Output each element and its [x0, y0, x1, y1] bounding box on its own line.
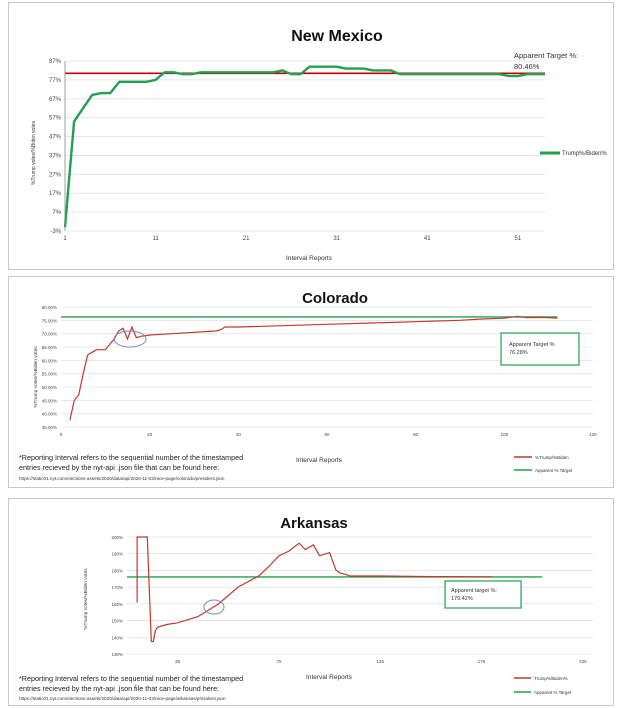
x-tick-label: 125: [377, 659, 385, 664]
x-tick-label: 20: [147, 432, 153, 437]
annotation-value: 80.46%: [514, 62, 540, 71]
y-tick-label: 17%: [49, 191, 62, 197]
x-tick-label: 80: [413, 432, 419, 437]
x-tick-label: 11: [152, 236, 159, 242]
y-tick-label: -3%: [50, 229, 61, 235]
x-tick-label: 0: [60, 432, 63, 437]
y-tick-label: 27%: [49, 172, 62, 178]
x-tick-label: 175: [478, 659, 486, 664]
y-tick-label: 65.00%: [42, 345, 57, 350]
annotation-value: 179.42%: [451, 596, 473, 602]
annotation-box: [445, 581, 521, 608]
x-tick-label: 31: [333, 236, 340, 242]
x-tick-labels: 0 20 40 60 80 100 120: [60, 432, 598, 437]
new-mexico-chart-panel: New Mexico -3% 7% 17% 27% 37% 47% 57% 67% 77% 87%…: [8, 2, 614, 270]
y-tick-label: 67%: [49, 97, 62, 103]
y-tick-labels: 35.00% 40.00% 45.00% 50.00% 55.00% 60.00% 65.0…: [42, 305, 57, 430]
colorado-chart-panel: Colorado 35.00% 40.00% 45.00% 50.00% 55.00% 6…: [8, 276, 614, 488]
annotation-text: Apparent Target %:: [514, 51, 578, 60]
y-tick-label: 130%: [111, 652, 123, 657]
y-tick-label: 70.00%: [42, 332, 57, 337]
annotation-text: Apparent target %:: [451, 588, 497, 594]
legend-label-target: Apparent % Target: [534, 690, 572, 695]
legend-label-trump: Trump%/Biden%: [534, 676, 568, 681]
y-tick-label: 200%: [111, 535, 123, 540]
x-tick-label: 25: [175, 659, 181, 664]
y-tick-label: 45.00%: [42, 398, 57, 403]
legend-label: Trump%/Biden%: [562, 151, 607, 157]
y-tick-label: 50.00%: [42, 385, 57, 390]
source-url: https://static01.nyt.com/elections-asset…: [19, 696, 226, 701]
x-tick-label: 60: [324, 432, 330, 437]
footnote: *Reporting Interval refers to the sequen…: [19, 674, 349, 693]
y-tick-label: 170%: [111, 585, 123, 590]
source-url: https://static01.nyt.com/elections-asset…: [19, 476, 224, 481]
x-tick-label: 120: [589, 432, 597, 437]
y-tick-label: 180%: [111, 568, 123, 573]
y-tick-labels: 130% 140% 150% 160% 170% 180% 190% 200%: [111, 535, 123, 657]
y-axis-label: %Trump votes/%Biden votes: [31, 120, 37, 185]
y-tick-label: 77%: [49, 78, 62, 84]
y-tick-label: 80.00%: [42, 305, 57, 310]
y-tick-label: 57%: [49, 116, 62, 122]
x-axis-label: Interval Reports: [286, 255, 333, 262]
y-tick-label: 47%: [49, 135, 62, 141]
series-line: [65, 67, 545, 228]
y-tick-label: 150%: [111, 619, 123, 624]
y-axis-label: %Trump votes/%Biden votes: [83, 568, 89, 630]
chart-title: Arkansas: [280, 515, 348, 532]
y-tick-label: 75.00%: [42, 318, 57, 323]
x-tick-label: 1: [63, 236, 67, 242]
grid: [127, 537, 593, 654]
y-tick-label: 40.00%: [42, 412, 57, 417]
x-tick-label: 225: [579, 659, 587, 664]
footnote: *Reporting Interval refers to the sequen…: [19, 453, 349, 472]
y-tick-label: 190%: [111, 552, 123, 557]
chart-title: Colorado: [302, 290, 368, 307]
x-tick-labels: 1 11 21 31 41 51: [63, 236, 521, 242]
chart-title: New Mexico: [291, 28, 383, 45]
y-tick-label: 60.00%: [42, 358, 57, 363]
new-mexico-chart: New Mexico -3% 7% 17% 27% 37% 47% 57% 67% 77% 87%…: [9, 3, 615, 271]
y-tick-labels: -3% 7% 17% 27% 37% 47% 57% 67% 77% 87%: [49, 59, 62, 235]
y-tick-label: 35.00%: [42, 425, 57, 430]
annotation-value: 76.28%: [509, 350, 528, 356]
y-tick-label: 55.00%: [42, 372, 57, 377]
x-tick-labels: 25 75 125 175 225: [175, 659, 587, 664]
x-tick-label: 51: [514, 236, 521, 242]
x-tick-label: 40: [236, 432, 242, 437]
grid: [61, 307, 593, 427]
y-tick-label: 160%: [111, 602, 123, 607]
y-axis-label: %Trump votes/%Biden votes: [33, 346, 39, 408]
x-tick-label: 75: [276, 659, 282, 664]
x-tick-label: 100: [501, 432, 509, 437]
y-tick-label: 87%: [49, 59, 62, 65]
annotation-box: [501, 333, 579, 365]
annotation-text: Apparent Target %: [509, 342, 555, 348]
series-line: [137, 537, 492, 642]
arkansas-chart-panel: Arkansas 130% 140% 150% 160% 170% 180% 190% 200…: [8, 498, 614, 706]
y-tick-label: 7%: [52, 210, 61, 216]
y-tick-label: 140%: [111, 635, 123, 640]
y-tick-label: 37%: [49, 153, 62, 159]
grid: [65, 61, 545, 231]
x-tick-label: 21: [243, 236, 250, 242]
x-tick-label: 41: [424, 236, 431, 242]
legend-label-trump: %Trump/%Biden: [535, 455, 569, 460]
legend-label-target: Apparent % Target: [535, 468, 573, 473]
series-line: [70, 316, 558, 420]
